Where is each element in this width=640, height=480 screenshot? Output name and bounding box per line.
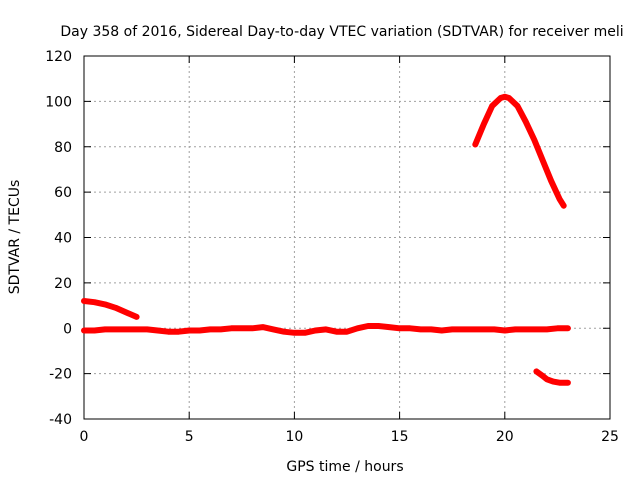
y-tick-label: 20 (54, 276, 72, 292)
y-tick-label: 80 (54, 140, 72, 156)
grid-lines (84, 56, 610, 419)
plot-frame (83, 55, 611, 420)
x-tick-label: 0 (80, 429, 89, 445)
series-line-afternoon-peak (472, 93, 567, 209)
y-tick-label: -40 (49, 412, 72, 428)
x-tick-label: 20 (496, 429, 514, 445)
series-line-late-dip (533, 368, 571, 386)
axis-ticks (83, 55, 611, 420)
x-tick-label: 15 (391, 429, 409, 445)
x-tick-label: 25 (601, 429, 619, 445)
y-tick-label: 120 (45, 49, 72, 65)
y-tick-label: 100 (45, 94, 72, 110)
x-tick-label: 5 (185, 429, 194, 445)
x-tick-label: 10 (285, 429, 303, 445)
series-line-early-drop (81, 298, 140, 320)
chart-title: Day 358 of 2016, Sidereal Day-to-day VTE… (60, 24, 623, 40)
series-line-baseline (81, 323, 571, 336)
data-series (81, 93, 571, 386)
y-tick-label: 0 (63, 321, 72, 337)
y-tick-label: 60 (54, 185, 72, 201)
y-axis-label: SDTVAR / TECUs (7, 180, 23, 295)
y-tick-label: 40 (54, 231, 72, 247)
x-axis-label: GPS time / hours (286, 459, 403, 475)
tick-labels: 0 5 10 15 20 25 -40 -20 0 20 40 60 80 100 120 (45, 49, 619, 445)
y-tick-label: -20 (49, 367, 72, 383)
